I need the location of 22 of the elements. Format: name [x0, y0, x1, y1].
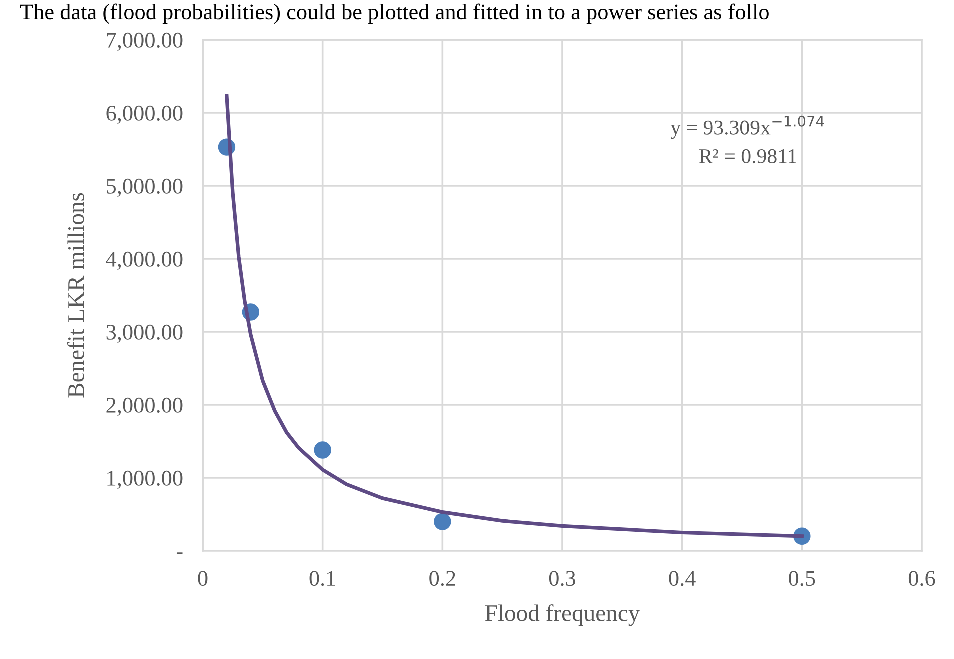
y-tick-label: 4,000.00	[106, 252, 183, 270]
y-tick-label: -	[176, 552, 183, 554]
x-tick-label: 0	[198, 571, 208, 586]
text: The data (flood probabilities) could be plotted and fitted in to a power series as follo	[20, 4, 769, 24]
y-tick-label: 2,000.00	[106, 398, 183, 416]
y-tick-label: 6,000.00	[106, 106, 183, 124]
x-axis-title: Flood frequency	[485, 604, 640, 626]
x-tick-label: 0.5	[789, 571, 816, 586]
point	[434, 513, 452, 530]
y-tick-label: 1,000.00	[108, 470, 183, 490]
annotation: R² = 0.9811	[699, 149, 796, 164]
x-tick-label: 0.2	[430, 571, 456, 586]
y-tick-label: 3,000.00	[106, 324, 183, 344]
point	[314, 442, 332, 459]
annotation: y = 93.309x$^{−1.074}$	[670, 116, 824, 140]
y-tick-label: 5,000.00	[107, 178, 183, 198]
x-tick-label: 0.3	[549, 571, 576, 586]
y-tick-label: 7,000.00	[107, 32, 183, 52]
x-tick-label: 0.1	[310, 571, 336, 586]
x-tick-label: 0.4	[669, 571, 696, 586]
x-tick-label: 0.6	[908, 571, 936, 586]
y-axis-title: Benefit LKR millions	[67, 193, 84, 398]
